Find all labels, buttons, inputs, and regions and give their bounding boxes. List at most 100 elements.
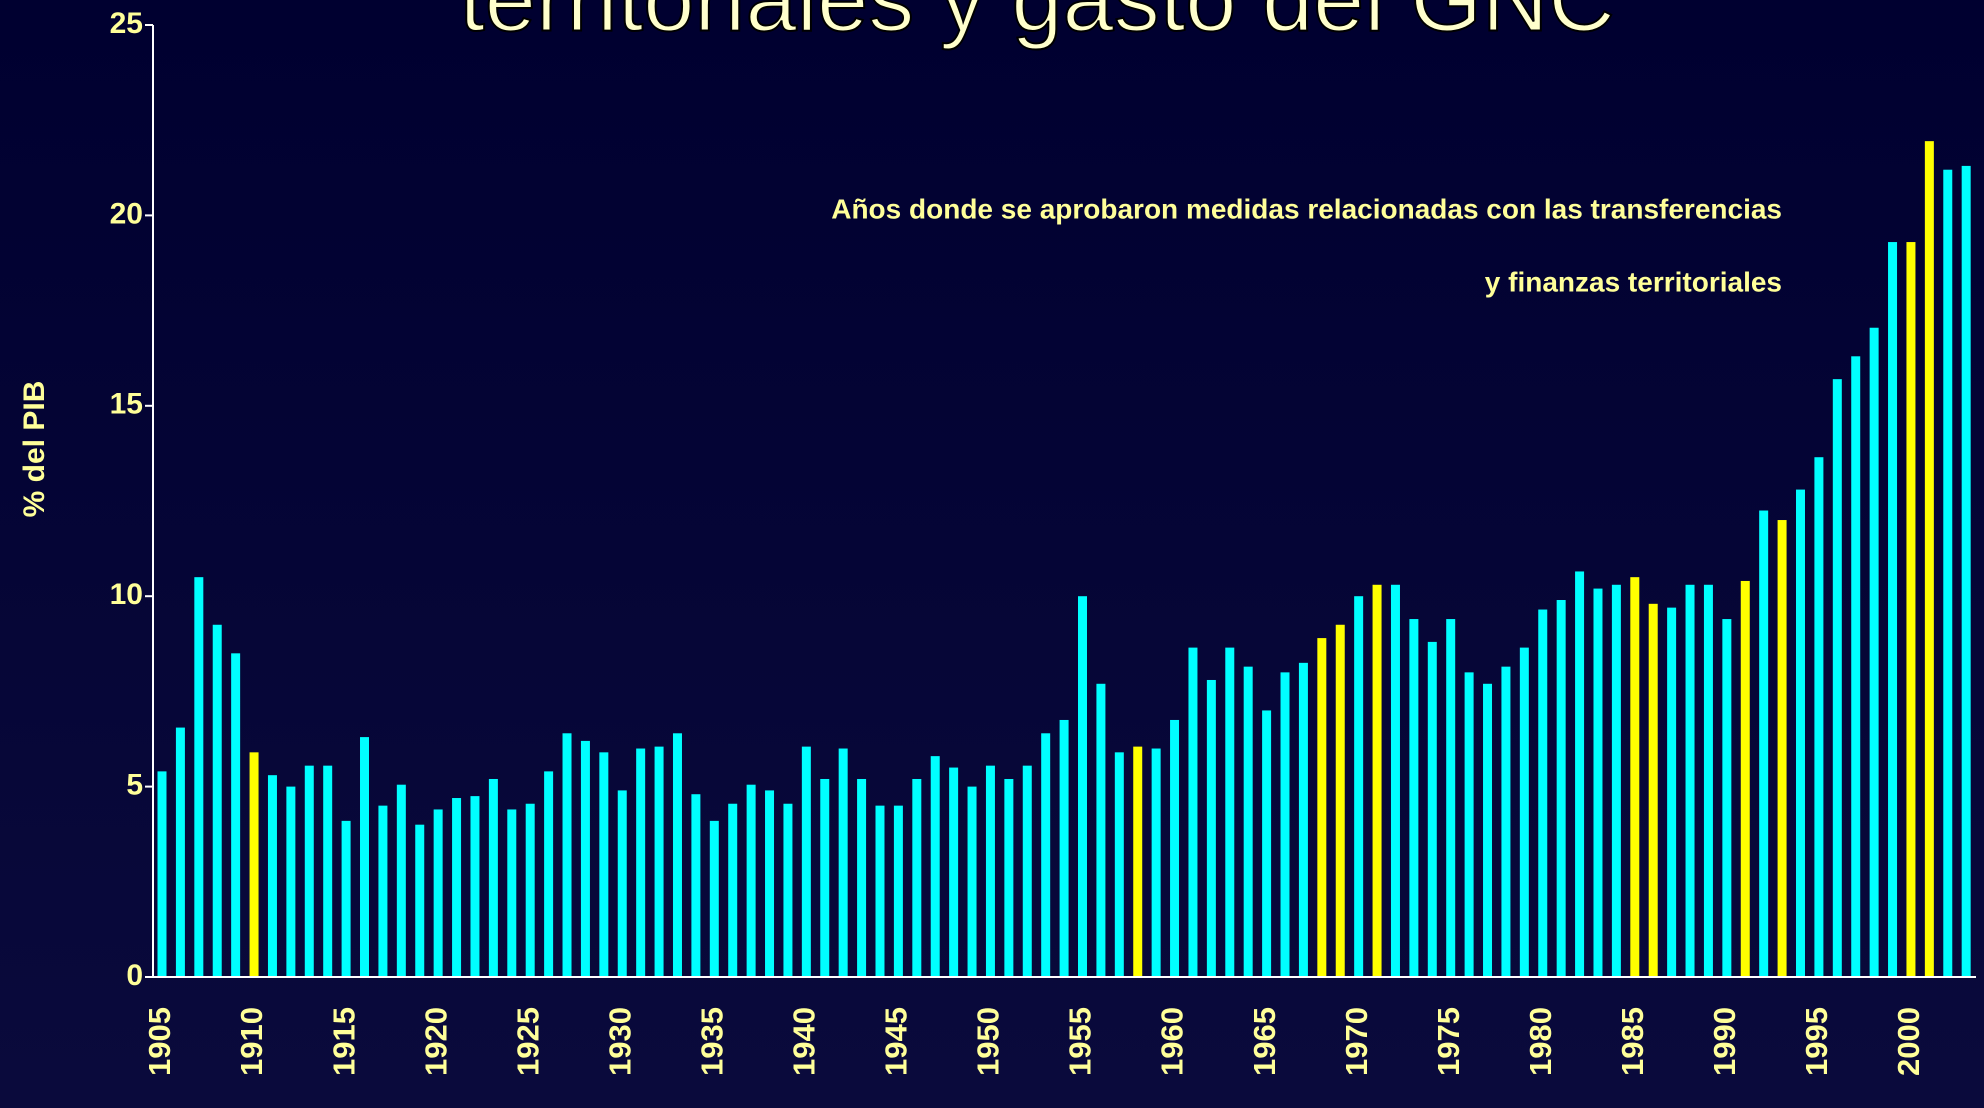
y-tick-label: 0 <box>126 959 143 992</box>
bar <box>286 786 296 977</box>
bar <box>1004 778 1014 977</box>
bar <box>1630 577 1640 977</box>
bar <box>396 784 406 977</box>
bar <box>1869 327 1879 978</box>
bar <box>1961 165 1971 977</box>
bar <box>470 796 480 977</box>
bar <box>1262 710 1272 977</box>
bar <box>267 775 277 977</box>
bar <box>912 778 922 977</box>
bar <box>1575 571 1585 977</box>
y-tick-label: 20 <box>110 197 143 230</box>
bar <box>801 746 811 977</box>
bar <box>1722 619 1732 977</box>
bar <box>452 798 462 977</box>
x-tick-label: 1990 <box>1707 1007 1742 1076</box>
bar <box>617 790 627 977</box>
x-tick-label: 1995 <box>1799 1007 1834 1076</box>
bar <box>691 794 701 977</box>
x-tick-label: 1955 <box>1063 1007 1098 1076</box>
x-tick-label: 1910 <box>234 1007 269 1076</box>
bar <box>580 740 590 977</box>
bar <box>433 809 443 977</box>
x-tick-label: 1985 <box>1615 1007 1650 1076</box>
bar <box>1703 584 1713 977</box>
bar <box>1206 679 1216 977</box>
bar <box>304 765 314 977</box>
bar <box>1611 584 1621 977</box>
bar <box>1501 666 1511 977</box>
bar <box>728 803 738 977</box>
bar <box>1538 609 1548 977</box>
bar <box>415 824 425 977</box>
bar <box>1464 672 1474 977</box>
bar <box>157 771 167 977</box>
bar <box>1814 457 1824 977</box>
bar <box>1022 765 1032 977</box>
bar <box>1795 489 1805 977</box>
bar <box>231 653 241 977</box>
annotation: Años donde se aprobaron medidas relacion… <box>831 193 1782 224</box>
x-tick-label: 1965 <box>1247 1007 1282 1076</box>
bar <box>1851 356 1861 977</box>
bar <box>1446 619 1456 977</box>
bar <box>985 765 995 977</box>
bar <box>1078 596 1087 977</box>
bar <box>1667 607 1677 977</box>
y-tick-label: 15 <box>110 388 143 421</box>
bar <box>672 733 682 977</box>
bar <box>1648 603 1658 977</box>
annotation: y finanzas territoriales <box>1485 266 1782 297</box>
bar <box>1777 520 1787 977</box>
bar <box>1740 580 1750 977</box>
bar <box>599 752 609 977</box>
bar <box>838 748 848 977</box>
x-tick-label: 1940 <box>787 1007 822 1076</box>
bar <box>783 803 793 977</box>
y-tick-label: 5 <box>126 769 143 802</box>
bar <box>1133 746 1143 977</box>
bar <box>378 805 388 977</box>
bar <box>507 809 517 977</box>
bar <box>1483 683 1493 977</box>
bar <box>1096 683 1106 977</box>
bar <box>488 778 498 977</box>
bar <box>1151 748 1161 977</box>
bar <box>709 820 719 977</box>
bar <box>341 820 351 977</box>
bar <box>636 748 646 977</box>
x-tick-label: 1905 <box>142 1007 177 1076</box>
bar <box>857 778 867 977</box>
bar <box>1354 596 1364 977</box>
bar <box>1225 647 1235 977</box>
y-axis-label: % del PIB <box>18 381 51 518</box>
bar <box>765 790 775 977</box>
x-tick-label: 1915 <box>326 1007 361 1076</box>
x-tick-label: 1980 <box>1523 1007 1558 1076</box>
bar <box>1888 242 1898 977</box>
bar <box>323 765 333 977</box>
bar <box>1906 242 1916 977</box>
bar <box>1832 379 1842 977</box>
bar <box>194 577 204 977</box>
x-tick-label: 1970 <box>1339 1007 1374 1076</box>
bar <box>893 805 903 977</box>
bar <box>967 786 977 977</box>
chart-title: territoriales y gasto del GNC <box>459 0 1615 50</box>
bar <box>875 805 885 977</box>
bar <box>175 727 185 977</box>
bar <box>1188 647 1198 977</box>
bar <box>1243 666 1253 977</box>
bar <box>1298 662 1308 977</box>
bar <box>1924 141 1934 978</box>
x-tick-label: 1960 <box>1155 1007 1190 1076</box>
bar <box>562 733 572 977</box>
y-tick-label: 10 <box>110 578 143 611</box>
bar <box>1593 588 1603 977</box>
x-tick-label: 1975 <box>1431 1007 1466 1076</box>
bar <box>1759 510 1769 977</box>
x-tick-label: 1935 <box>694 1007 729 1076</box>
bar <box>1427 641 1437 977</box>
x-tick-label: 1930 <box>602 1007 637 1076</box>
